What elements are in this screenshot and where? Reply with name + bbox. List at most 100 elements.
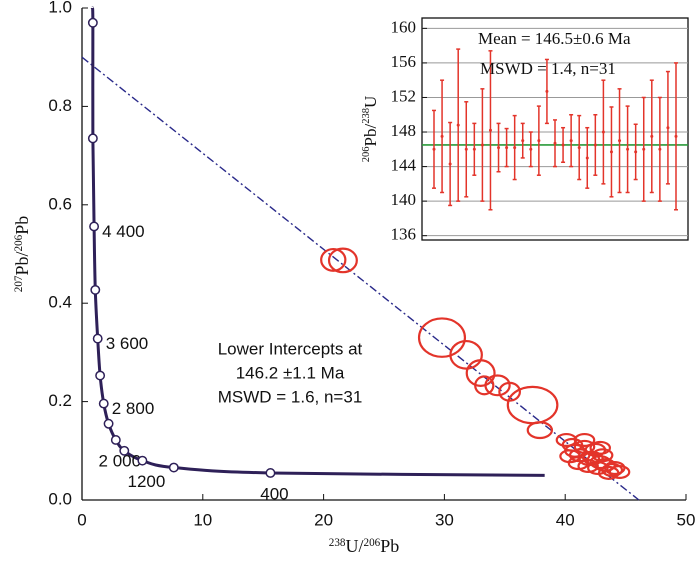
value-point (480, 143, 484, 147)
annotation: 146.2 ±1.1 Ma (236, 363, 345, 382)
value-point (650, 134, 654, 138)
annotation: MSWD = 1.6, n=31 (218, 387, 363, 406)
age-label: 3 600 (106, 334, 149, 353)
age-marker (168, 462, 179, 473)
value-point (448, 162, 452, 166)
y-tick-label: 140 (391, 190, 417, 209)
axis-label: 238U/206Pb (329, 536, 399, 556)
age-marker (90, 284, 101, 295)
age-marker (137, 455, 148, 466)
data-ellipse (603, 461, 626, 476)
x-tick-label: 30 (435, 510, 454, 529)
mass-number: 206 (361, 146, 372, 162)
value-point (634, 150, 638, 154)
data-ellipse (608, 464, 631, 479)
value-point (585, 156, 589, 160)
value-point (601, 130, 605, 134)
data-ellipse (526, 421, 554, 440)
y-tick-label: 160 (391, 17, 417, 36)
value-point (432, 147, 436, 151)
value-point (553, 141, 557, 145)
value-point (497, 146, 501, 150)
age-marker (119, 445, 130, 456)
value-point (609, 150, 613, 154)
axis-label: 206Pb/238U (361, 96, 380, 163)
age-marker (265, 467, 276, 478)
data-ellipse (591, 448, 614, 463)
x-tick-label: 0 (77, 510, 86, 529)
data-ellipse (474, 375, 495, 396)
element: U (361, 96, 380, 108)
age-marker (87, 17, 98, 28)
data-ellipse (320, 247, 347, 272)
age-marker (87, 133, 98, 144)
y-tick-label: 136 (391, 225, 417, 244)
y-tick-label: 0.8 (48, 96, 72, 115)
x-tick-label: 40 (556, 510, 575, 529)
data-ellipse (417, 317, 467, 358)
data-ellipse (484, 374, 511, 397)
value-point (488, 128, 492, 132)
element: Pb/ (361, 124, 380, 147)
age-label: 2 800 (112, 399, 155, 418)
value-point (513, 146, 517, 150)
mass-number: 206 (13, 234, 25, 251)
discordia-line (81, 56, 640, 501)
value-point (521, 139, 525, 143)
annotation: Mean = 146.5±0.6 Ma (478, 29, 631, 48)
element: Pb (12, 216, 32, 235)
element: Pb (380, 536, 399, 556)
data-ellipse (327, 247, 358, 274)
value-point (561, 143, 565, 147)
data-ellipse (465, 359, 496, 387)
value-point (569, 139, 573, 143)
age-marker (89, 221, 100, 232)
value-point (529, 147, 533, 151)
element: Pb/ (12, 252, 32, 276)
age-marker (98, 398, 109, 409)
age-marker (103, 418, 114, 429)
value-point (577, 146, 581, 150)
data-ellipse (564, 443, 586, 458)
x-tick-label: 10 (193, 510, 212, 529)
value-point (464, 147, 468, 151)
y-tick-label: 1.0 (48, 0, 72, 16)
concordia-curve (90, 6, 545, 477)
data-ellipse (449, 339, 483, 370)
value-point (642, 147, 646, 151)
annotation: Lower Intercepts at (218, 339, 363, 358)
y-tick-label: 0.6 (48, 194, 72, 213)
y-tick-label: 144 (391, 155, 417, 174)
value-point (626, 147, 630, 151)
age-label: 4 400 (102, 222, 145, 241)
value-point (674, 134, 678, 138)
y-tick-label: 0.2 (48, 391, 72, 410)
value-point (666, 126, 670, 130)
value-point (505, 146, 509, 150)
y-tick-label: 0.0 (48, 489, 72, 508)
y-tick-label: 0.4 (48, 293, 72, 312)
y-tick-label: 148 (391, 121, 417, 140)
value-point (593, 143, 597, 147)
mass-number: 206 (363, 537, 380, 549)
age-label: 1200 (127, 472, 165, 491)
y-tick-label: 152 (391, 86, 417, 105)
annotation: MSWD = 1.4, n=31 (480, 59, 616, 78)
mass-number: 238 (361, 108, 372, 124)
age-marker (110, 435, 121, 445)
value-point (537, 139, 541, 143)
value-point (618, 139, 622, 143)
data-ellipse (577, 459, 599, 474)
value-point (472, 147, 476, 151)
element: U/ (345, 536, 363, 556)
age-marker (95, 370, 106, 381)
x-tick-label: 20 (314, 510, 333, 529)
value-point (658, 147, 662, 151)
mass-number: 207 (13, 275, 25, 292)
y-tick-label: 156 (391, 52, 417, 71)
age-label: 400 (260, 484, 288, 503)
value-point (440, 134, 444, 138)
mass-number: 238 (329, 537, 346, 549)
axis-label: 207Pb/206Pb (12, 216, 32, 293)
